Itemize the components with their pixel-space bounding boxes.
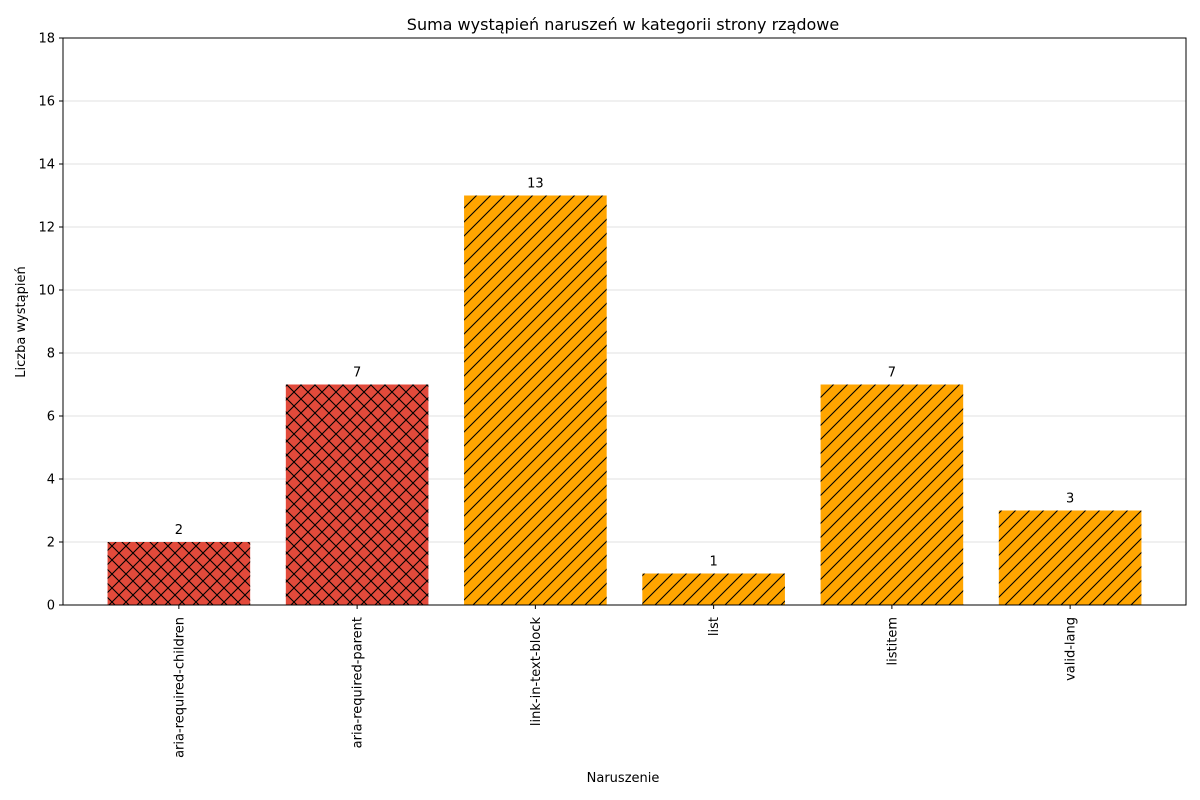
data-label: 13 (527, 177, 544, 192)
x-tick-label: aria-required-children (172, 617, 187, 758)
bar-hatch (464, 195, 607, 605)
data-label: 7 (888, 366, 896, 381)
x-tick-label: aria-required-parent (351, 617, 366, 748)
data-label: 1 (709, 555, 717, 570)
grid-lines (63, 100, 1186, 543)
chart-title: Suma wystąpień naruszeń w kategorii stro… (407, 15, 839, 34)
x-tick-label: link-in-text-block (529, 617, 544, 727)
y-tick-label: 4 (47, 473, 55, 488)
x-tick-label: list (707, 617, 722, 636)
y-tick-label: 2 (47, 536, 55, 551)
plot-frame (62, 37, 1187, 606)
x-tick-labels: aria-required-children aria-required-pare… (172, 617, 1078, 758)
y-tick-label: 14 (38, 158, 55, 173)
y-tick-labels: 0 2 4 6 8 10 12 14 16 18 (38, 32, 55, 614)
y-tick-label: 10 (38, 284, 55, 299)
bar-hatch (285, 384, 429, 605)
x-tick-label: valid-lang (1064, 617, 1079, 681)
bar-hatch (820, 384, 964, 605)
y-tick-label: 0 (47, 599, 55, 614)
y-tick-label: 8 (47, 347, 55, 362)
y-tick-label: 12 (38, 221, 55, 236)
bars (107, 195, 1142, 605)
bar-hatch (998, 510, 1142, 605)
data-label: 2 (175, 523, 183, 538)
bar-hatch (642, 573, 785, 605)
x-axis-title: Naruszenie (587, 771, 660, 786)
y-tick-label: 18 (38, 32, 55, 47)
bar-hatch (107, 542, 251, 605)
data-labels: 2 7 13 1 7 3 (175, 177, 1075, 570)
data-label: 3 (1066, 492, 1074, 507)
y-tick-label: 6 (47, 410, 55, 425)
axes (59, 37, 1187, 609)
x-tick-label: listitem (885, 617, 900, 665)
y-tick-label: 16 (38, 95, 55, 110)
y-axis-title: Liczba wystąpień (14, 266, 29, 377)
data-label: 7 (353, 366, 361, 381)
